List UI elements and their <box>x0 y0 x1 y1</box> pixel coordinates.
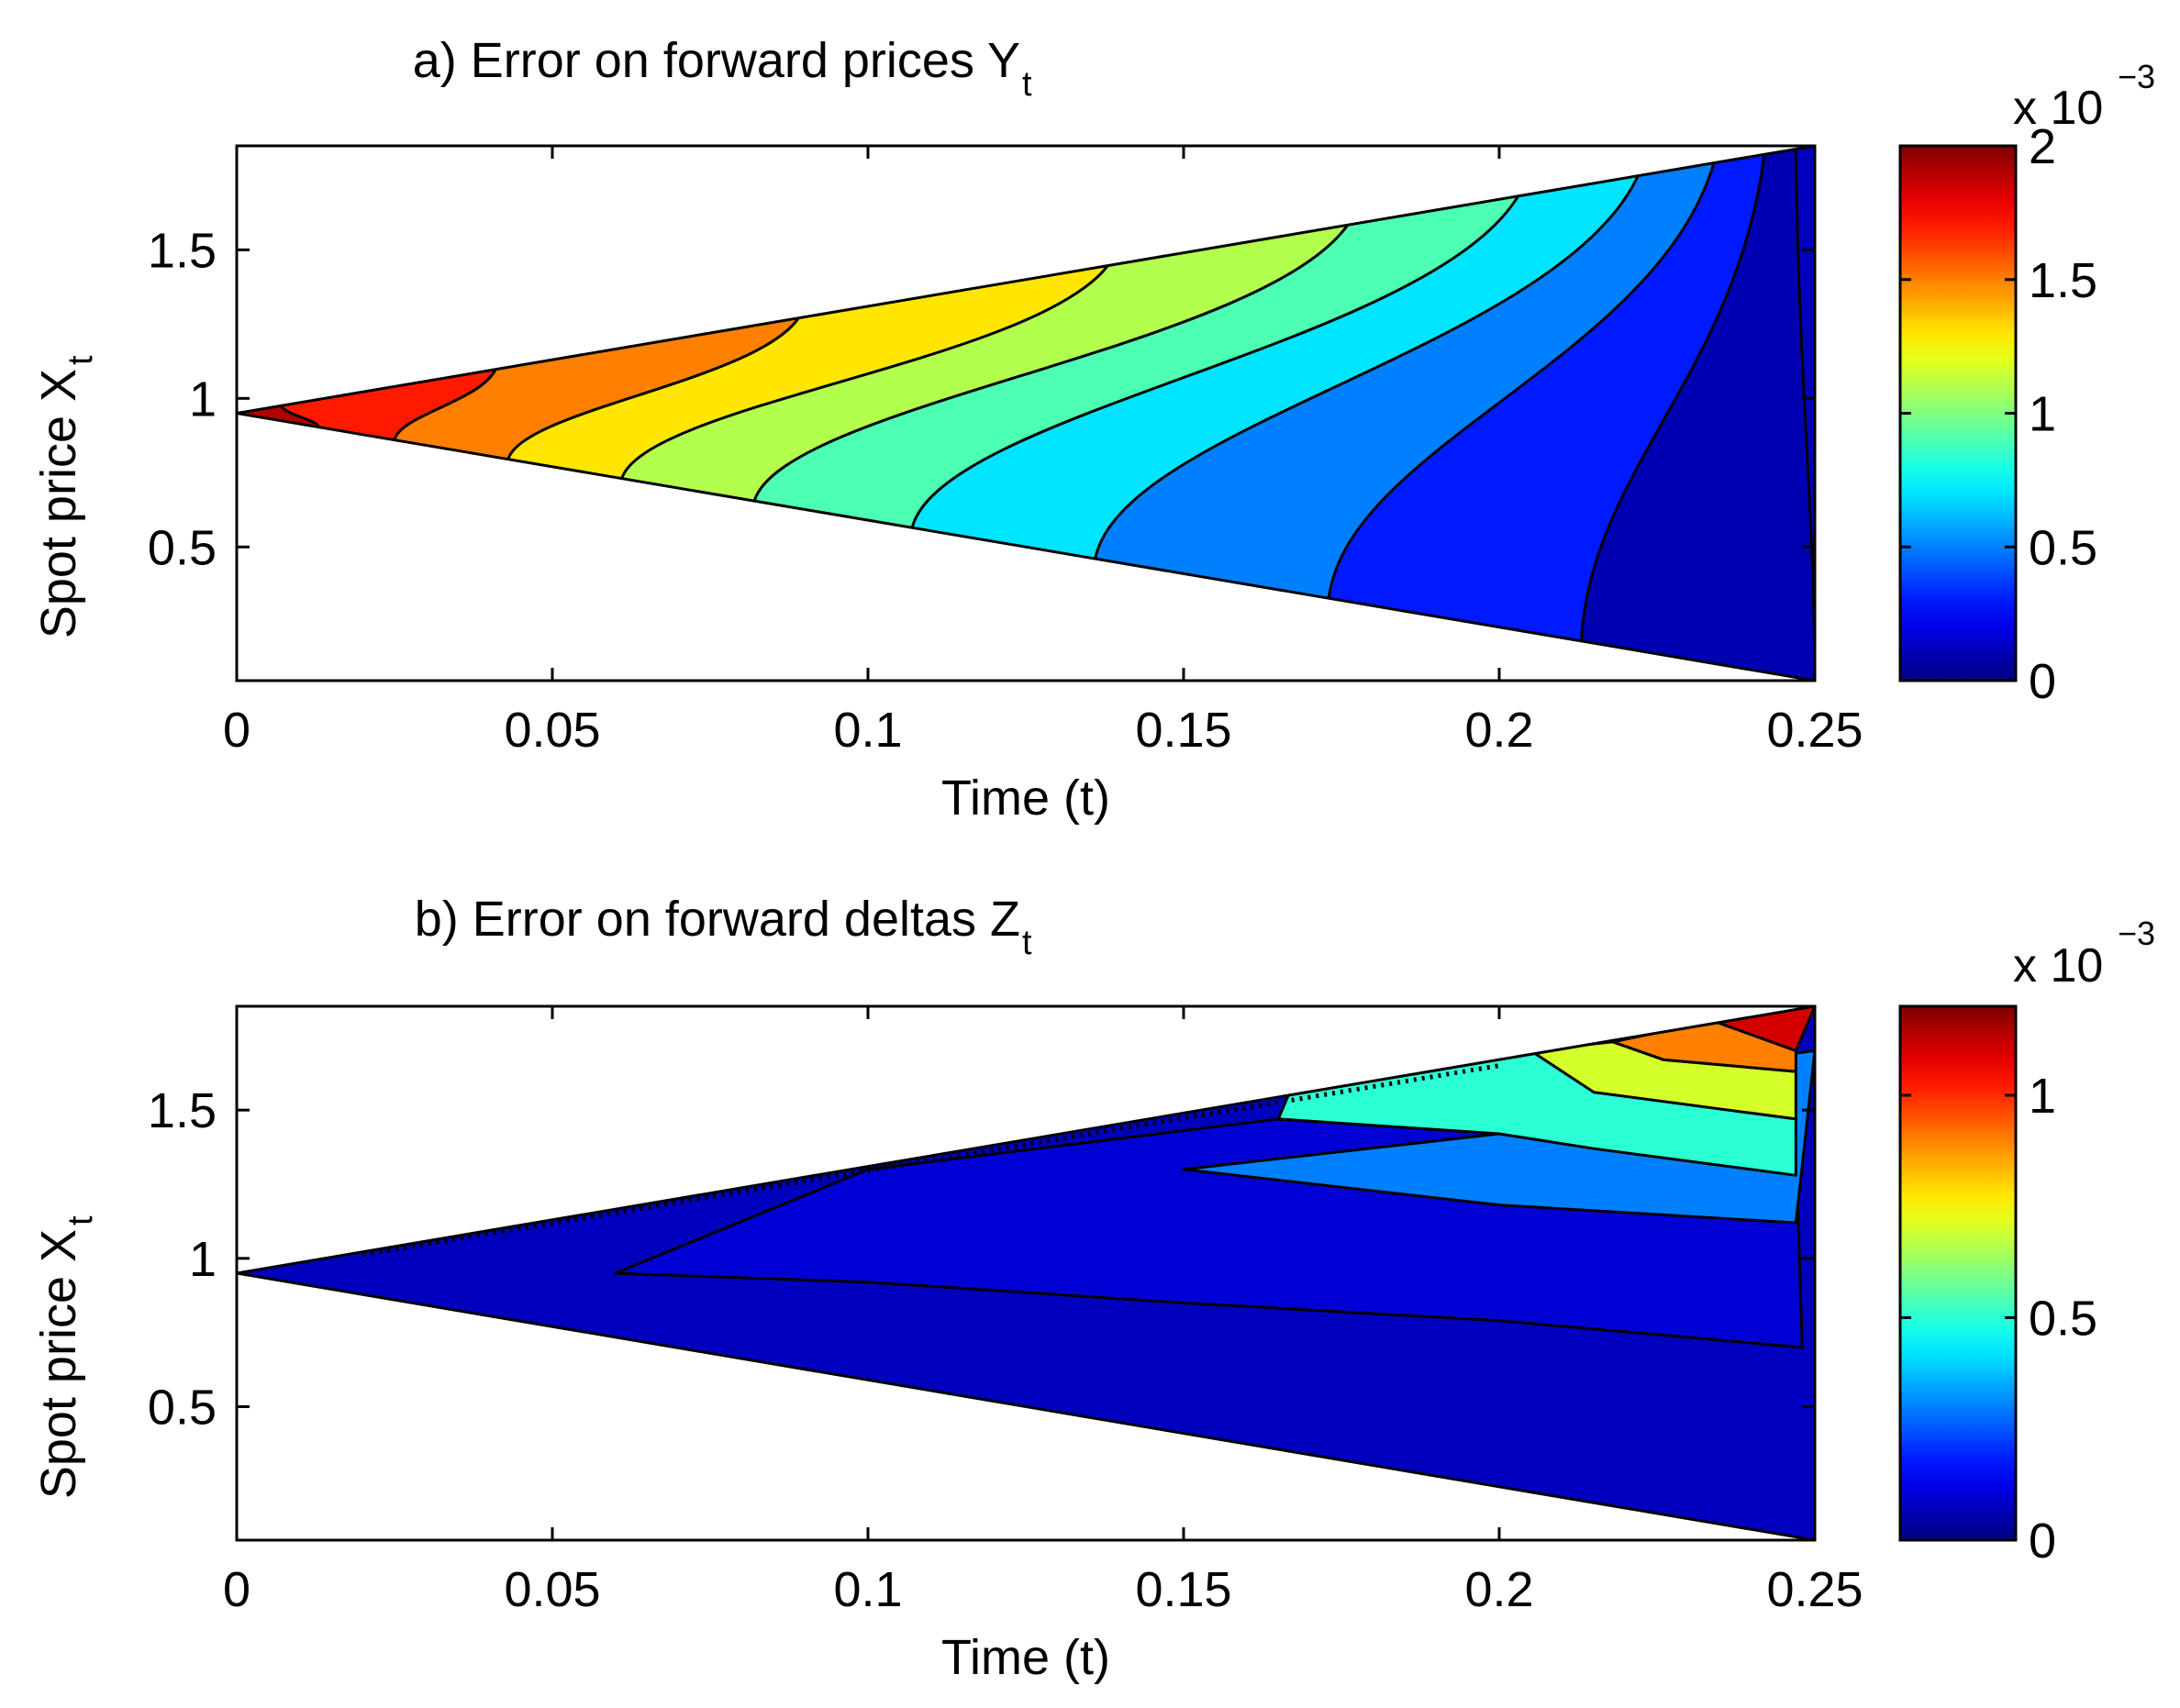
panel-b-x-axis-label: Time (t) <box>941 1630 1110 1685</box>
panel-b-y-axis-label-subscript: t <box>61 1215 100 1226</box>
contour-region-group <box>614 1006 1815 1349</box>
y-tick-label: 0.5 <box>148 520 217 575</box>
x-tick-label: 0.2 <box>1464 703 1533 758</box>
panel-a-plot <box>237 146 1815 681</box>
x-tick-label: 0.25 <box>1766 703 1863 758</box>
y-tick-label: 1 <box>189 372 217 427</box>
panel-b-x-ticks: 0 0.05 0.1 0.15 0.2 0.25 <box>223 1006 1863 1617</box>
x-tick-label: 0.15 <box>1135 1562 1231 1617</box>
colorbar-tick-label: 1 <box>2029 1069 2056 1124</box>
panel-a-colorbar-multiplier: x 10 <box>2013 82 2103 135</box>
y-tick-label: 0.5 <box>148 1381 217 1436</box>
x-tick-label: 0.1 <box>833 1562 902 1617</box>
contour-line <box>1327 162 1716 599</box>
x-tick-label: 0.05 <box>504 703 600 758</box>
panel-a: a) Error on forward prices Y t 0 0.05 0.1 0… <box>31 33 2155 826</box>
panel-a-y-ticks: 0.5 1 1.5 <box>148 223 1815 575</box>
colorbar-tick-label: 0 <box>2029 1514 2056 1569</box>
panel-b: b) Error on forward deltas Z t 0 0.05 0.1 0… <box>31 892 2155 1685</box>
panel-a-contour-fills <box>237 146 1815 681</box>
x-tick-label: 0.15 <box>1135 703 1231 758</box>
colorbar-tick-label: 1 <box>2029 387 2056 442</box>
panel-b-axes-box <box>235 1004 1817 1542</box>
x-tick-label: 0 <box>223 1562 250 1617</box>
panel-a-title: a) Error on forward prices Y <box>413 33 1020 88</box>
x-tick-label: 0.1 <box>833 703 902 758</box>
panel-a-axes-box <box>235 144 1817 682</box>
contour-noise <box>362 1063 1500 1258</box>
panel-b-colorbar-multiplier: x 10 <box>2013 939 2103 993</box>
colorbar-tick-label: 2 <box>2029 119 2056 174</box>
panel-b-y-axis-label: Spot price X <box>31 1229 86 1499</box>
contour-line <box>1579 154 1766 641</box>
panel-a-title-subscript: t <box>1022 65 1032 104</box>
contour-line <box>910 195 1519 528</box>
panel-a-y-axis-label-group: Spot price X t <box>31 355 100 638</box>
y-tick-label: 1 <box>189 1232 217 1287</box>
x-tick-label: 0 <box>223 703 250 758</box>
x-tick-label: 0.05 <box>504 1562 600 1617</box>
colorbar-tick-label: 0 <box>2029 654 2056 709</box>
panel-a-contour-lines <box>237 146 1815 681</box>
panel-b-colorbar-bar <box>1898 1004 2018 1542</box>
panel-b-colorbar-ticks: 00.51 <box>1900 1069 2097 1569</box>
panel-b-y-axis-label-group: Spot price X t <box>31 1215 100 1499</box>
x-tick-label: 0.25 <box>1766 1562 1863 1617</box>
y-tick-label: 1.5 <box>148 223 217 278</box>
y-tick-label: 1.5 <box>148 1083 217 1138</box>
panel-a-x-axis-label: Time (t) <box>941 771 1110 826</box>
colorbar-tick-label: 0.5 <box>2029 1292 2097 1347</box>
contour-line <box>506 316 800 460</box>
panel-b-title-subscript: t <box>1022 924 1032 962</box>
panel-a-y-axis-label: Spot price X <box>31 369 86 638</box>
panel-b-colorbar: 00.51 x 10 −3 <box>1898 915 2155 1569</box>
panel-b-colorbar-exponent: −3 <box>2118 915 2155 952</box>
panel-a-y-axis-label-subscript: t <box>61 355 100 365</box>
colorbar-tick-label: 1.5 <box>2029 253 2097 308</box>
contour-line <box>752 224 1350 502</box>
panel-a-colorbar-exponent: −3 <box>2118 58 2155 95</box>
panel-a-colorbar: 0 0.5 1 1.5 2 x 10 −3 <box>1898 58 2155 709</box>
panel-a-colorbar-bar <box>1898 144 2018 682</box>
x-tick-label: 0.2 <box>1464 1562 1533 1617</box>
panel-b-title: b) Error on forward deltas Z <box>415 892 1020 947</box>
colorbar-tick-label: 0.5 <box>2029 520 2097 575</box>
panel-b-plot <box>237 1006 1815 1540</box>
panel-b-contour-lines <box>237 1006 1815 1540</box>
contour-line <box>620 264 1109 480</box>
panel-b-contour-fills <box>237 1006 1815 1540</box>
panel-b-y-ticks: 0.5 1 1.5 <box>148 1083 1815 1436</box>
contour-line <box>279 405 320 428</box>
panel-a-colorbar-ticks: 0 0.5 1 1.5 2 <box>1900 119 2097 709</box>
contour-line <box>1094 175 1640 560</box>
contour-line <box>393 368 497 441</box>
domain-boundary <box>237 146 1815 681</box>
panel-a-x-ticks: 0 0.05 0.1 0.15 0.2 0.25 <box>223 146 1863 758</box>
domain-boundary <box>237 1006 1815 1540</box>
